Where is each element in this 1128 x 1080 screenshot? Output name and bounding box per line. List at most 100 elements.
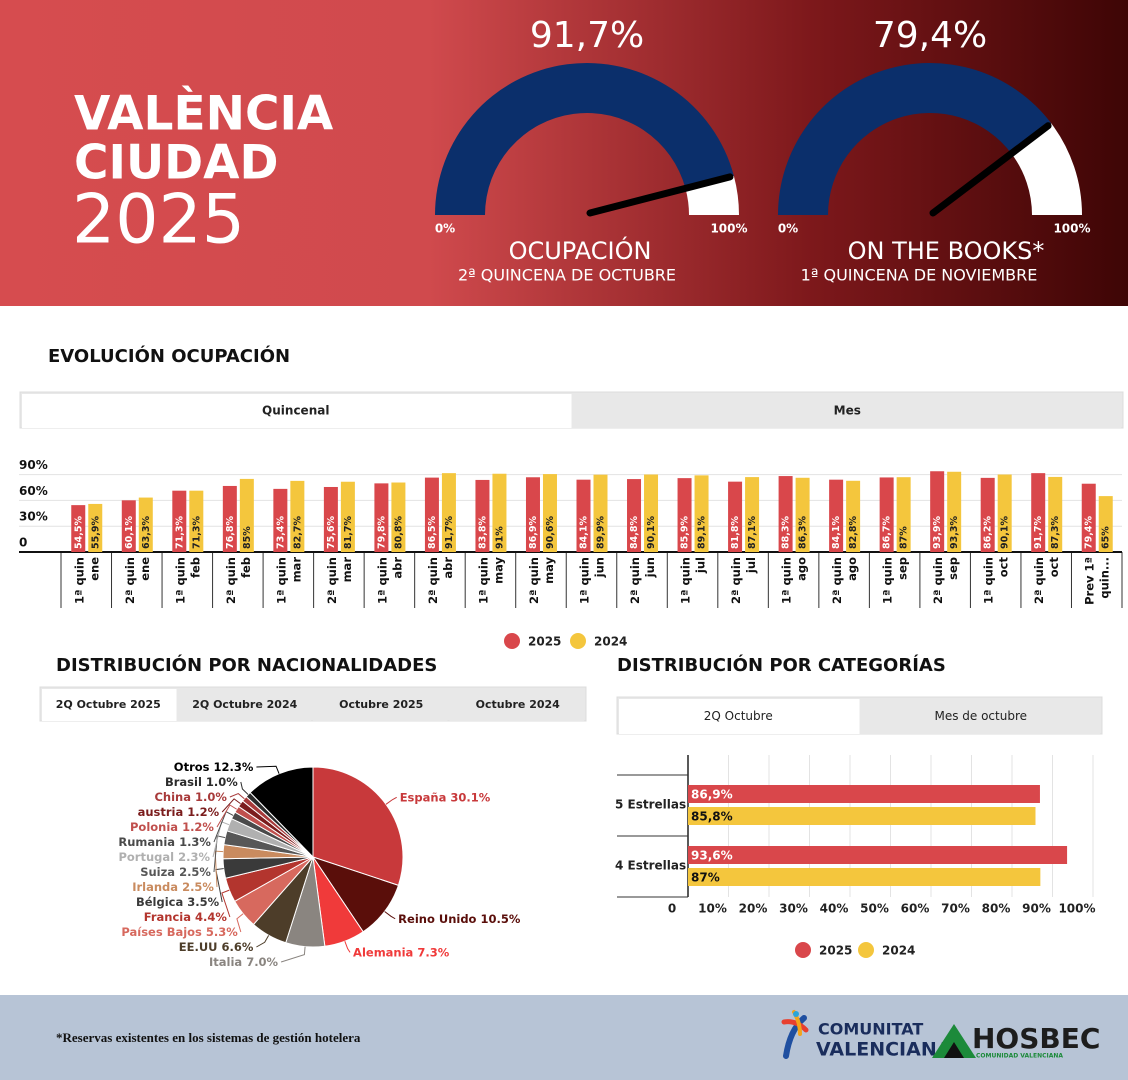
pie-label-name: Polonia [130,820,178,834]
bar [525,477,540,552]
bar-value-label: 84,1% [831,516,842,549]
x-tick-line: 2ª quin [425,557,439,604]
bar [593,474,608,552]
pie-label-value: 2.3% [178,850,210,864]
leader-line [240,781,249,795]
header-title: CIUDAD [74,136,279,191]
x-tick-label: 60% [901,902,930,916]
bar-value-label: 85,8% [691,810,733,824]
pie-label-value: 1.2% [182,820,214,834]
pie-label-name: China [154,790,191,804]
x-tick-label: 2ª quinmar [324,557,353,604]
bar-value-label: 60,1% [124,516,135,549]
x-tick-line: 2ª quin [931,557,945,604]
pie-label: Bélgica 3.5% [136,895,220,909]
bar [947,471,962,552]
x-tick-line: oct [996,557,1010,578]
legend-marker [570,633,586,649]
bar-value-label: 79,8% [376,516,387,549]
bar-value-label: 73,4% [275,516,286,549]
pie-label-value: 1.0% [206,775,238,789]
bar [1031,473,1046,552]
x-tick-line: 1ª quin [375,557,389,604]
pie-label-value: 7.0% [246,955,278,969]
gauge-subtitle: 2ª QUINCENA DE OCTUBRE [458,266,676,285]
footer-note: *Reservas existentes en los sistemas de … [56,1030,361,1045]
legend-label: 2024 [882,944,915,958]
tab[interactable] [449,689,585,721]
tab[interactable] [859,699,1101,734]
bar-value-label: 76,8% [225,516,236,549]
leader-line [214,850,224,888]
bar-value-label: 55,9% [90,516,101,549]
bar [688,807,1036,825]
pie-label-value: 10.5% [480,911,520,925]
bar [475,479,490,552]
tab-label[interactable]: Octubre 2025 [339,698,423,711]
bar [71,505,86,552]
tab-label[interactable]: Mes de octubre [934,709,1027,723]
x-tick-line: 2ª quin [628,557,642,604]
y-tick-label: 60% [19,484,48,498]
bar [1081,483,1096,552]
x-tick-line: 1ª quin [880,557,894,604]
gauge-fill [778,63,1052,215]
gauge-value: 79,4% [873,15,987,56]
x-tick-line: 1ª quin [678,557,692,604]
logo-stroke [781,1019,809,1033]
tab[interactable] [619,699,860,734]
bar-value-label: 91% [494,526,505,549]
pie-label: Otros 12.3% [174,760,254,774]
x-tick-line: feb [188,557,202,578]
pie-label: Suiza 2.5% [140,865,211,879]
leader-line [385,796,397,805]
x-tick-line: may [491,557,505,584]
tab[interactable] [22,394,572,428]
gauge-tick-label: 100% [710,222,747,236]
bar-value-label: 71,3% [174,516,185,549]
tab-label[interactable]: Octubre 2024 [476,698,561,711]
footer-background [0,995,1128,1080]
logo-text: HOSBEC [972,1022,1100,1055]
bar-value-label: 65% [1101,526,1112,549]
x-tick-label: 0 [668,902,676,916]
x-tick-line: 1ª quin [274,557,288,604]
leader-line [384,911,396,920]
bar-value-label: 86,3% [798,516,809,549]
bar-value-label: 86,9% [691,788,733,802]
bar-value-label: 88,3% [781,516,792,549]
bar-value-label: 89,1% [697,516,708,549]
tab[interactable] [176,689,312,721]
bar [273,488,288,552]
pie-label-value: 2.5% [179,865,211,879]
pie-label-name: Irlanda [132,880,178,894]
pie-label-name: Bélgica [136,895,183,909]
pie-label: China 1.0% [154,790,227,804]
x-tick-line: jun [643,557,657,578]
x-tick-label: 10% [698,902,727,916]
bar-value-label: 86,9% [528,516,539,549]
logo-triangle [932,1024,976,1058]
pie-label-value: 1.0% [195,790,227,804]
tab[interactable] [42,689,177,721]
x-tick-label: 90% [1022,902,1051,916]
tab[interactable] [313,689,448,721]
tab-label[interactable]: Quincenal [262,404,329,418]
tab-label[interactable]: 2Q Octubre 2024 [192,698,297,711]
x-tick-line: 1ª quin [577,557,591,604]
x-tick-label: 1ª quinjun [577,557,606,604]
bar-value-label: 86,2% [983,516,994,549]
logo-hosbec: HOSBEC COMUNIDAD VALENCIANA [932,1022,1100,1060]
x-tick-label: 2ª quinmay [526,557,555,605]
bar-value-label: 93,3% [949,516,960,549]
tab[interactable] [571,394,1122,428]
bar-value-label: 84,1% [579,516,590,549]
pie-label: España 30.1% [400,790,491,804]
gauge-title: ON THE BOOKS* [848,237,1045,265]
bar [323,486,338,552]
tab-label[interactable]: 2Q Octubre 2025 [56,698,161,711]
x-tick-line: 2ª quin [729,557,743,604]
logo-stroke [783,1015,807,1059]
tab-label[interactable]: Mes [834,404,861,418]
tab-label[interactable]: 2Q Octubre [704,709,773,723]
